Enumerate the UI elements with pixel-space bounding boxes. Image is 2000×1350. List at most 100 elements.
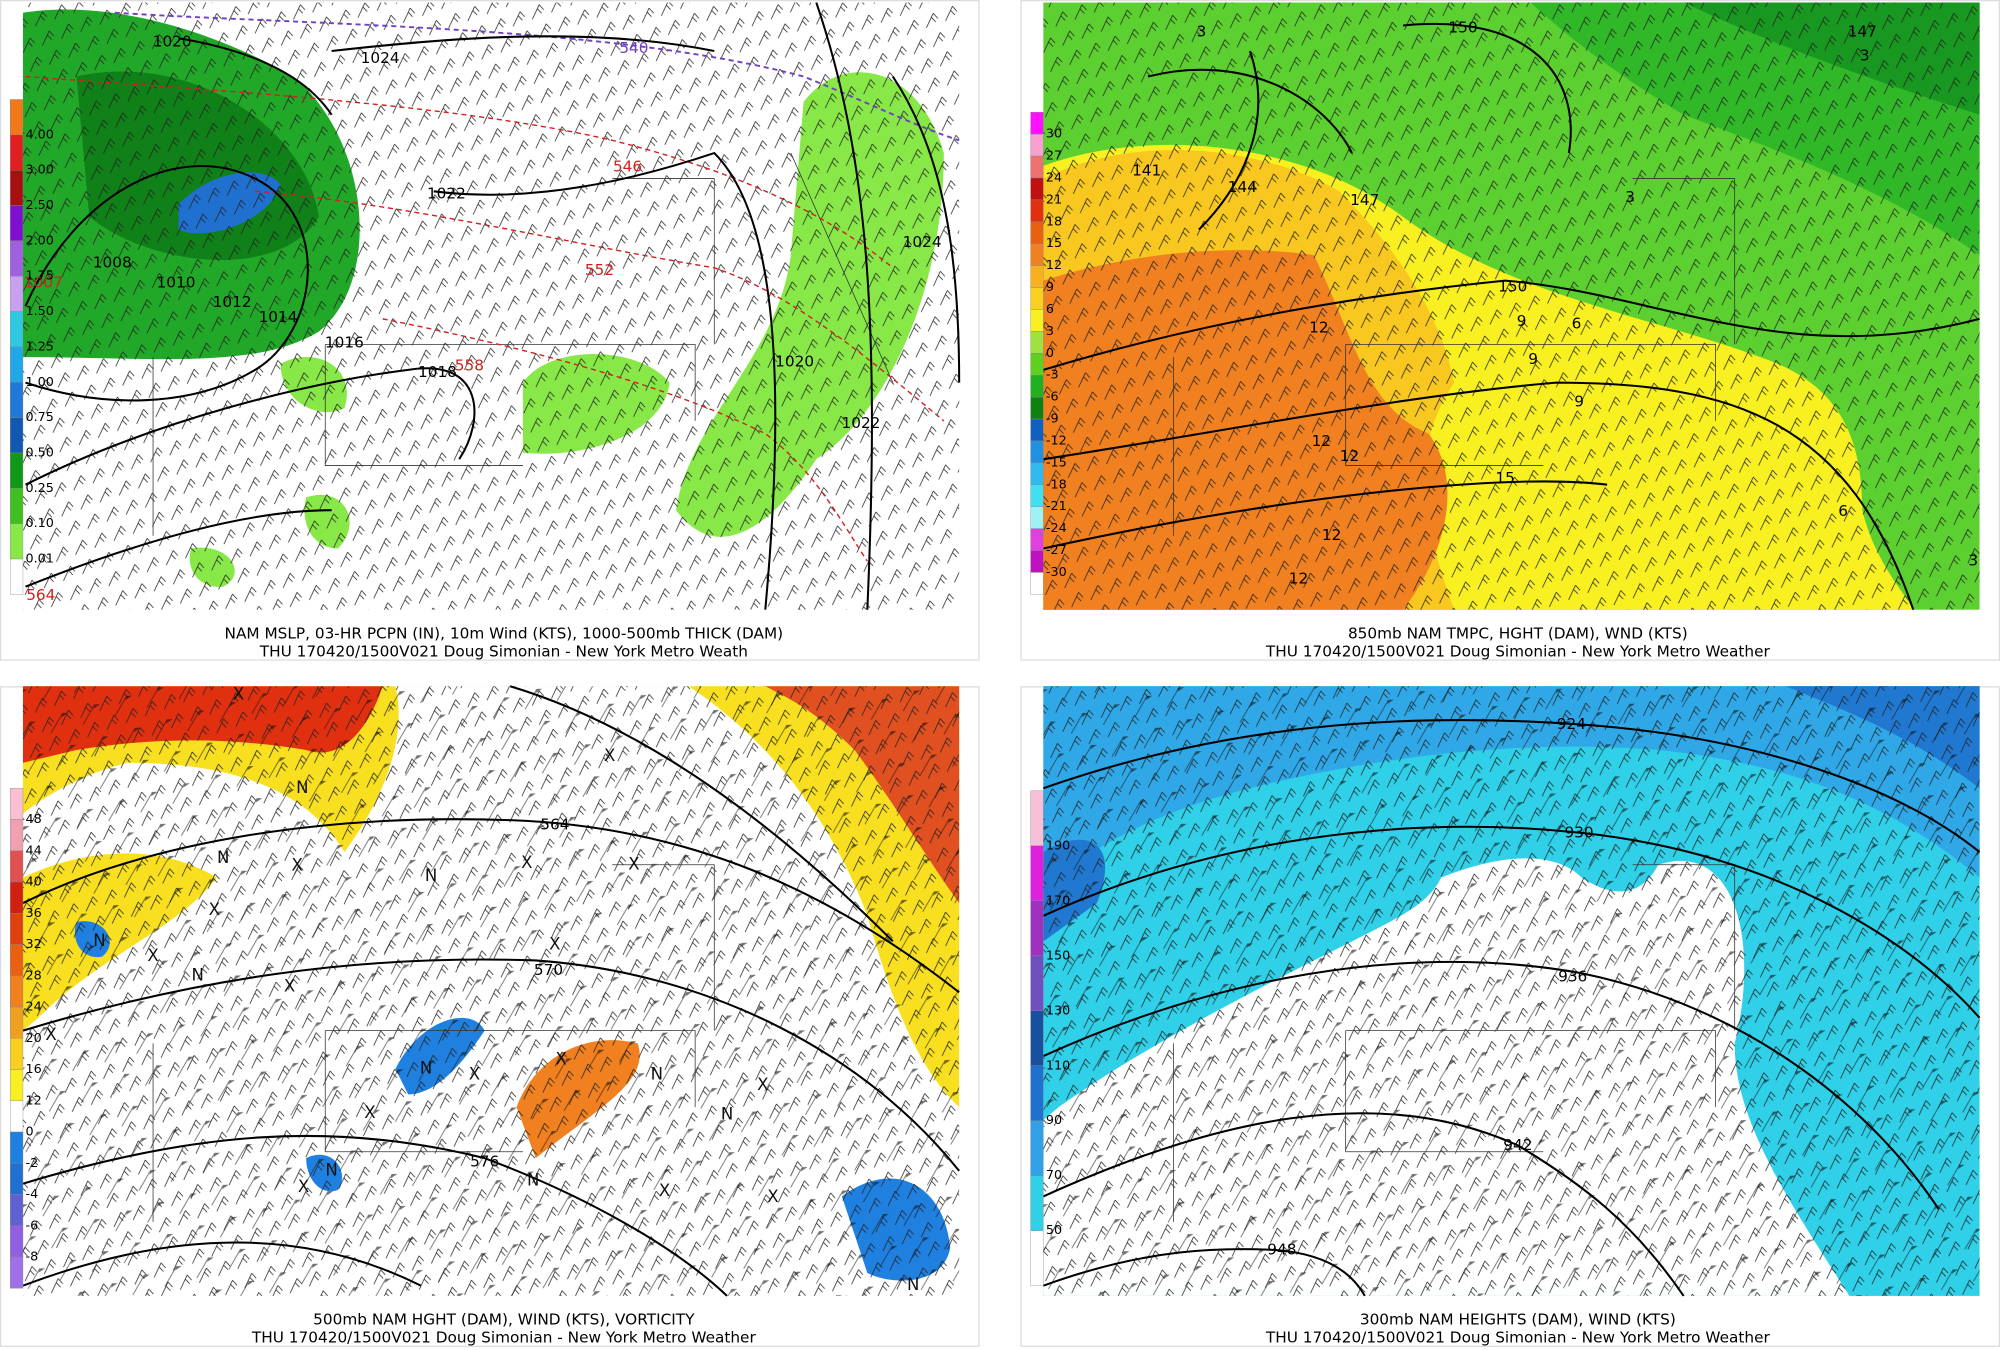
contour-label: 1024 <box>903 233 942 251</box>
colorbar-swatch <box>10 1069 24 1101</box>
contour-label: 570 <box>534 961 563 979</box>
colorbar-label: 0 <box>1046 346 1054 361</box>
colorbar-swatch <box>1030 1230 1044 1286</box>
colorbar-label: 1.00 <box>26 375 54 390</box>
colorbar-label: 50 <box>1046 1223 1062 1238</box>
state-lines <box>1173 178 1736 536</box>
vorticity-marker: X <box>233 685 244 704</box>
colorbar-swatch <box>10 99 24 136</box>
colorbar-swatch <box>1030 133 1044 157</box>
colorbar-swatch <box>10 452 24 489</box>
colorbar-swatch <box>1030 309 1044 332</box>
thickness-contour <box>25 75 945 562</box>
colorbar-label: 1.50 <box>26 304 54 319</box>
colorbar-swatch <box>10 788 24 820</box>
colorbar-swatch <box>10 134 24 171</box>
colorbar: 302724211815129630-3-6-9-12-15-18-21-24-… <box>1030 112 1067 595</box>
colorbar-swatch <box>1030 572 1044 595</box>
colorbar-label: 15 <box>1046 236 1062 251</box>
colorbar-swatch <box>1030 396 1044 420</box>
colorbar-label: 21 <box>1046 192 1062 207</box>
colorbar-label: -6 <box>1046 390 1059 405</box>
colorbar-swatch <box>10 913 24 945</box>
contour-label: 1020 <box>775 353 814 371</box>
colorbar-label: 36 <box>26 906 42 921</box>
colorbar-swatch <box>10 382 24 418</box>
contour-label: 1022 <box>841 414 880 432</box>
contour-label: 3 <box>1625 188 1635 206</box>
colorbar-swatch <box>10 346 24 383</box>
colorbar-swatch <box>10 975 24 1008</box>
vorticity-marker: N <box>217 848 229 867</box>
caption: THU 170420/1500V021 Doug Simonian - New … <box>1265 642 1771 660</box>
colorbar-swatch <box>1030 177 1044 201</box>
colorbar-label: 130 <box>1046 1003 1070 1018</box>
contour-label: 1007 <box>24 274 63 292</box>
colorbar-swatch <box>1030 506 1044 529</box>
vorticity-marker: X <box>45 1025 56 1044</box>
colorbar-label: -27 <box>1046 543 1067 558</box>
colorbar-swatch <box>1030 199 1044 223</box>
colorbar-swatch <box>10 1256 24 1289</box>
colorbar-label: 3 <box>1046 324 1054 339</box>
colorbar-swatch <box>1030 375 1044 398</box>
colorbar-label: -8 <box>26 1250 39 1265</box>
colorbar-label: 150 <box>1046 948 1070 963</box>
contour-label: 12 <box>1322 526 1341 544</box>
contour-label: 1018 <box>418 363 457 381</box>
caption: 300mb NAM HEIGHTS (DAM), WIND (KTS) <box>1360 1311 1676 1329</box>
contour-label: 15 <box>1495 469 1514 487</box>
colorbar-swatch <box>1030 418 1044 442</box>
colorbar-label: 1.75 <box>26 269 54 284</box>
colorbar-swatch <box>10 1100 24 1133</box>
vorticity-marker: X <box>298 1177 309 1196</box>
vorticity-marker: N <box>420 1058 432 1077</box>
contour-label: 552 <box>585 261 614 279</box>
colorbar-swatch <box>1030 1065 1044 1121</box>
colorbar-swatch <box>1030 1010 1044 1066</box>
contour-label: 1016 <box>325 334 364 352</box>
contour-label: 12 <box>1309 318 1328 336</box>
colorbar-swatch <box>1030 845 1044 901</box>
colorbar-label: 6 <box>1046 302 1054 317</box>
contour-label: 948 <box>1267 1240 1296 1258</box>
colorbar-swatch <box>1030 528 1044 551</box>
colorbar-label: 30 <box>1046 127 1062 142</box>
colorbar-label: 3.00 <box>26 163 54 178</box>
colorbar-label: -2 <box>26 1156 39 1171</box>
contour-label: 9 <box>1517 312 1527 330</box>
vorticity-marker: X <box>767 1187 778 1206</box>
colorbar-label: 32 <box>26 937 42 952</box>
contour-label: 1024 <box>361 49 400 67</box>
colorbar-label: 1.25 <box>26 339 54 354</box>
vorticity-marker: X <box>284 977 295 996</box>
vorticity-marker: X <box>209 900 220 919</box>
colorbar-swatch <box>10 1131 24 1164</box>
state-lines <box>152 864 715 1222</box>
contour-label: 1022 <box>427 184 466 202</box>
colorbar-label: 70 <box>1046 1168 1062 1183</box>
colorbar-label: 12 <box>1046 258 1062 273</box>
colorbar-swatch <box>1030 955 1044 1011</box>
wind-flags <box>1043 686 1980 1296</box>
colorbar-swatch <box>10 488 24 524</box>
contour-label: 147 <box>1350 191 1379 209</box>
contour-label: 150 <box>1448 19 1477 37</box>
colorbar-swatch <box>10 1225 24 1258</box>
caption: 500mb NAM HGHT (DAM), WIND (KTS), VORTIC… <box>313 1311 695 1329</box>
colorbar-label: 27 <box>1046 149 1062 164</box>
colorbar-label: -30 <box>1046 565 1067 580</box>
vorticity-marker: X <box>628 854 639 873</box>
contour-label: 9 <box>1574 392 1584 410</box>
wind-barbs <box>1043 2 1980 610</box>
colorbar: 48 44 40 36 32 28 24 20 16 12 0 -2 -4 -6 -8 <box>10 788 42 1289</box>
colorbar-swatch <box>1030 1175 1044 1231</box>
colorbar-label: 16 <box>26 1062 42 1077</box>
colorbar-swatch <box>10 881 24 914</box>
contour-label: 3 <box>1968 552 1978 570</box>
vorticity-marker: N <box>93 931 105 950</box>
colorbar-swatch <box>10 819 24 851</box>
colorbar-swatch <box>10 558 24 595</box>
